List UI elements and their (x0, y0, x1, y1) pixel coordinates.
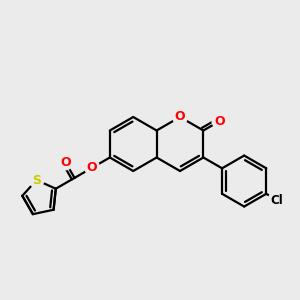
Circle shape (84, 160, 100, 176)
Text: O: O (87, 161, 98, 174)
Text: Cl: Cl (271, 194, 284, 207)
Text: O: O (60, 156, 71, 169)
Circle shape (28, 172, 45, 188)
Circle shape (57, 154, 74, 170)
Text: O: O (214, 115, 225, 128)
Text: S: S (32, 174, 41, 187)
Text: O: O (175, 110, 185, 124)
Circle shape (212, 113, 228, 129)
Circle shape (268, 190, 287, 210)
Circle shape (172, 109, 188, 125)
